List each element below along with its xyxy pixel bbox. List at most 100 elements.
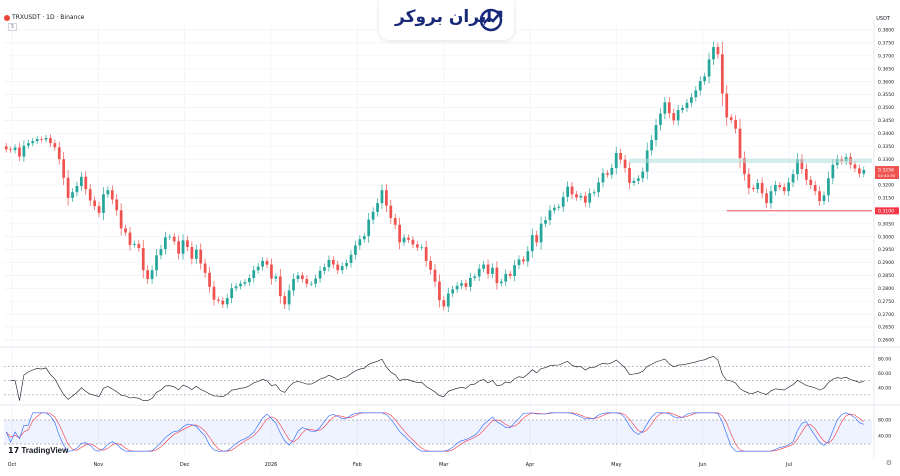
candle-body xyxy=(853,164,857,169)
rsi-tick-label: 40.00 xyxy=(878,385,891,391)
time-tick-label: Nov xyxy=(93,462,103,468)
candle-body xyxy=(632,180,636,183)
candle-body xyxy=(278,276,282,297)
candle-body xyxy=(725,93,729,118)
candle-body xyxy=(720,54,724,94)
candle-body xyxy=(809,179,813,185)
candle-body xyxy=(787,182,791,192)
candle-body xyxy=(446,293,450,307)
currency-label[interactable]: USDT xyxy=(876,16,890,22)
candle-body xyxy=(698,81,702,91)
broker-logo: ایران بروکر xyxy=(379,0,514,40)
candle-body xyxy=(751,188,755,190)
candle-body xyxy=(66,177,70,198)
candle-body xyxy=(102,194,105,213)
current-price-label: 0.3256 xyxy=(878,167,894,173)
candle-body xyxy=(88,189,92,201)
candle-body xyxy=(716,47,720,55)
candle-body xyxy=(137,243,141,249)
candle-body xyxy=(97,206,101,213)
candle-body xyxy=(623,159,627,168)
chart-trend-icon xyxy=(479,8,503,32)
candle-body xyxy=(247,278,251,283)
candle-body xyxy=(261,260,264,267)
interval-badge[interactable]: 5 xyxy=(8,23,18,31)
candle-body xyxy=(234,286,238,289)
time-tick-label: Jun xyxy=(698,462,707,468)
candle-body xyxy=(535,235,539,243)
candle-body xyxy=(146,270,150,280)
price-tick-label: 0.3600 xyxy=(878,79,894,85)
candle-body xyxy=(526,251,530,262)
candle-body xyxy=(301,275,304,280)
candle-body xyxy=(579,195,583,198)
candle-body xyxy=(522,259,525,262)
candle-body xyxy=(433,269,437,282)
candle-body xyxy=(650,140,653,151)
symbol-title: TRXUSDT · 1D · Binance xyxy=(12,14,85,21)
candle-body xyxy=(491,267,494,274)
candle-body xyxy=(398,224,402,243)
candle-body xyxy=(389,205,393,219)
candle-body xyxy=(340,266,344,271)
candle-body xyxy=(141,248,145,271)
candle-body xyxy=(791,174,795,183)
candle-body xyxy=(513,265,516,276)
candle-body xyxy=(150,270,154,280)
candle-body xyxy=(4,146,8,150)
candle-body xyxy=(159,249,163,256)
price-tick-label: 0.2800 xyxy=(878,286,894,292)
candle-body xyxy=(217,299,220,301)
candle-body xyxy=(606,173,609,175)
candle-body xyxy=(628,167,631,183)
candle-body xyxy=(575,194,578,198)
candle-body xyxy=(455,285,459,290)
candle-body xyxy=(327,259,331,268)
candle-body xyxy=(31,141,35,144)
candle-body xyxy=(756,182,760,190)
candle-body xyxy=(813,185,817,192)
current-price-countdown: 04:40:30 xyxy=(878,173,896,178)
candle-body xyxy=(442,300,446,307)
candle-body xyxy=(252,270,256,278)
candle-body xyxy=(482,264,485,269)
candle-body xyxy=(743,158,746,175)
candle-body xyxy=(703,76,707,82)
candle-body xyxy=(499,281,503,284)
time-tick-label: May xyxy=(611,462,621,468)
candle-body xyxy=(208,272,211,287)
symbol-header[interactable]: TRXUSDT · 1D · Binance xyxy=(4,14,84,21)
price-tick-label: 0.3000 xyxy=(878,234,894,240)
candle-body xyxy=(393,218,397,225)
candle-body xyxy=(243,282,247,284)
tradingview-brand: 𝟭𝟳 TradingView xyxy=(8,446,68,455)
candle-body xyxy=(504,273,508,282)
candle-body xyxy=(486,264,490,274)
candle-body xyxy=(415,244,419,248)
candle-body xyxy=(40,139,43,140)
time-tick-label: 2026 xyxy=(265,462,278,468)
candle-body xyxy=(371,211,375,220)
candle-body xyxy=(667,102,671,114)
gear-icon[interactable]: ⚙ xyxy=(885,460,892,467)
price-tick-label: 0.2600 xyxy=(878,338,894,344)
candle-body xyxy=(106,190,110,195)
candle-body xyxy=(610,167,614,175)
candle-body xyxy=(256,266,260,271)
price-tick-label: 0.2950 xyxy=(878,247,894,253)
candle-body xyxy=(557,206,561,208)
candle-body xyxy=(778,185,782,188)
candle-body xyxy=(44,137,48,140)
time-tick-label: Dec xyxy=(180,462,190,468)
candle-body xyxy=(495,267,499,284)
candle-body xyxy=(305,279,309,284)
candle-body xyxy=(407,237,410,240)
candle-body xyxy=(128,232,132,245)
candle-body xyxy=(358,239,362,246)
candle-body xyxy=(230,288,234,299)
time-tick-label: Apr xyxy=(526,462,536,468)
candle-body xyxy=(760,182,764,194)
candle-body xyxy=(274,276,278,279)
